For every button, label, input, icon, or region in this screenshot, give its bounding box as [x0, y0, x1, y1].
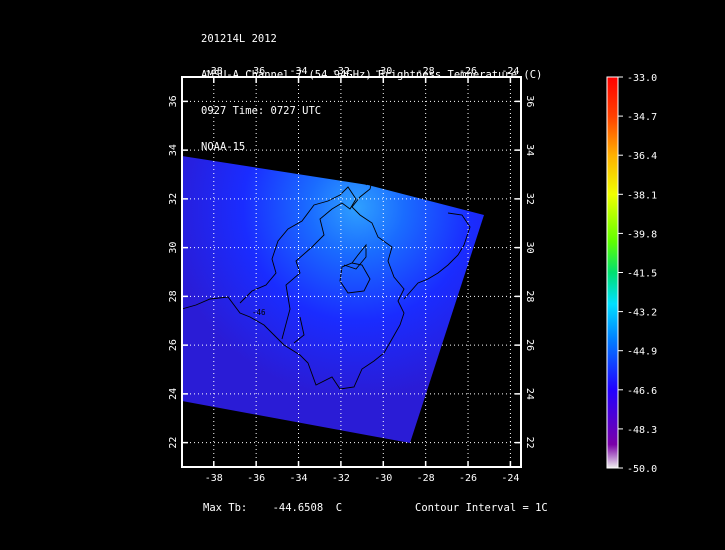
lon-label-top: -26	[459, 66, 477, 77]
max-tb-unit: C	[335, 502, 343, 514]
colorbar-tick-label: -43.2	[627, 308, 657, 319]
lat-label-right: 30	[524, 242, 535, 254]
swath	[182, 156, 484, 443]
colorbar-tick-label: -34.7	[627, 112, 657, 123]
lat-label-left: 32	[168, 193, 179, 205]
lon-label-top: -30	[374, 66, 392, 77]
lat-label-left: 34	[168, 144, 179, 156]
lat-label-left: 26	[168, 339, 179, 351]
swath-layer: -46	[182, 156, 484, 443]
max-tb-label: Max Tb:	[203, 502, 248, 514]
lon-label-bottom: -32	[332, 473, 350, 484]
colorbar-ramp	[606, 76, 619, 469]
contour-label: -46	[252, 308, 266, 317]
colorbar-tick-label: -33.0	[627, 73, 657, 84]
max-tb-value: -44.6508	[272, 502, 324, 514]
lat-label-right: 34	[524, 144, 535, 156]
lat-label-left: 22	[168, 437, 179, 449]
storm-id: 201214L 2012	[201, 33, 277, 45]
lon-label-bottom: -30	[374, 473, 392, 484]
contour-lines	[182, 172, 471, 390]
colorbar-tick-label: -41.5	[627, 269, 657, 280]
lat-label-left: 28	[168, 290, 179, 302]
colorbar-tick-label: -48.3	[627, 425, 657, 436]
contour-interval: Contour Interval = 1C	[415, 502, 548, 514]
lon-label-bottom: -28	[417, 473, 435, 484]
contour-outer	[182, 172, 405, 390]
contour-south	[293, 316, 305, 344]
contour-warm-core	[343, 243, 367, 270]
colorbar: -33.0 -34.7 -36.4 -38.1 -39.8 -41.5 -43.2 -44.9…	[606, 73, 657, 475]
lon-label-bottom: -38	[205, 473, 223, 484]
colorbar-tick-label: -44.9	[627, 347, 657, 358]
lon-label-top: -34	[290, 66, 308, 77]
lon-label-bottom: -24	[501, 473, 519, 484]
lon-label-top: -28	[417, 66, 435, 77]
lon-label-top: -32	[332, 66, 350, 77]
lon-label-bottom: -26	[459, 473, 477, 484]
colorbar-tick-label: -36.4	[627, 151, 657, 162]
contour-mid	[239, 186, 357, 340]
contour-loop-east	[403, 212, 471, 300]
gridlines	[182, 77, 521, 467]
lat-label-left: 36	[168, 95, 179, 107]
lon-labels: -38 -38 -36 -36 -34 -34 -32 -32 -30 -30 -28 -28 -26 -…	[205, 66, 520, 484]
lat-label-left: 24	[168, 388, 179, 400]
lon-label-top: -38	[205, 66, 223, 77]
lat-label-right: 22	[524, 437, 535, 449]
contour-warm-ring	[339, 262, 371, 294]
colorbar-tick-label: -39.8	[627, 229, 657, 240]
lat-label-left: 30	[168, 242, 179, 254]
colorbar-ticks: -33.0 -34.7 -36.4 -38.1 -39.8 -41.5 -43.2 -44.9…	[618, 73, 657, 475]
lat-label-right: 24	[524, 388, 535, 400]
max-tb: Max Tb: -44.6508 C	[203, 502, 342, 514]
lon-label-top: -36	[247, 66, 265, 77]
lon-label-bottom: -36	[247, 473, 265, 484]
map-frame	[181, 76, 522, 468]
colorbar-tick-label: -38.1	[627, 190, 657, 201]
lat-labels: 36 36 34 34 32 32 30 30 28 28 26 26 24 24 22 22	[168, 95, 535, 448]
colorbar-tick-label: -50.0	[627, 464, 657, 475]
lon-label-top: -24	[501, 66, 519, 77]
lat-label-right: 36	[524, 95, 535, 107]
lat-label-right: 32	[524, 193, 535, 205]
lat-label-right: 26	[524, 339, 535, 351]
lat-label-right: 28	[524, 290, 535, 302]
colorbar-tick-label: -46.6	[627, 386, 657, 397]
map-ticks	[182, 77, 521, 467]
lon-label-bottom: -34	[290, 473, 308, 484]
